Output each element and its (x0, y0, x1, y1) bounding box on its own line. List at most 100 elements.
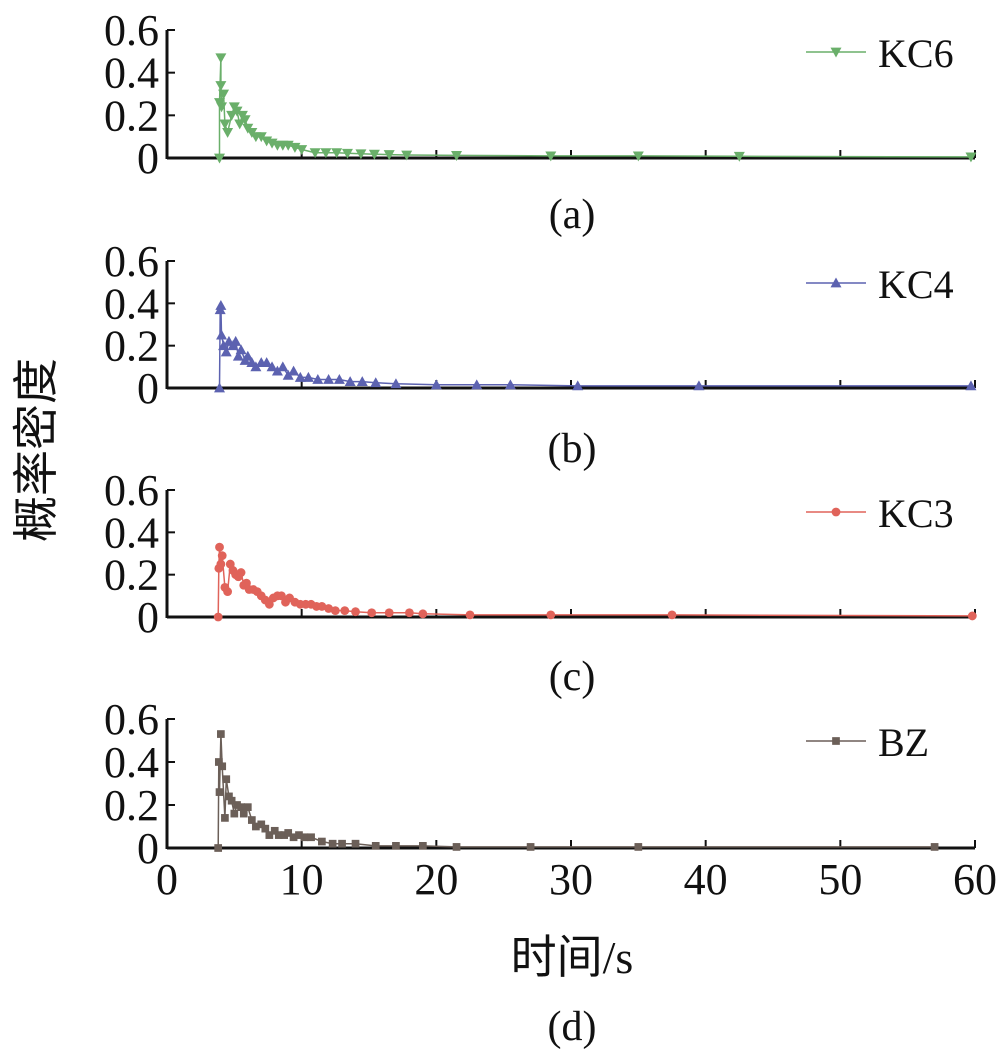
data-point (324, 604, 333, 613)
data-point (340, 606, 350, 616)
y-tick-label: 0.4 (104, 49, 159, 98)
data-point (452, 843, 461, 851)
data-point (328, 839, 337, 848)
panel-0: 00.20.40.6 KC6 (a) (104, 6, 977, 238)
data-point (215, 299, 227, 310)
data-point (219, 119, 231, 130)
data-point (226, 110, 238, 121)
legend-marker (831, 507, 841, 517)
y-tick-label: 0 (137, 824, 159, 873)
data-point (214, 382, 226, 393)
data-point (344, 376, 356, 387)
data-point (213, 612, 223, 622)
data-point (307, 833, 315, 842)
data-point (218, 89, 230, 100)
x-tick-label: 40 (684, 855, 728, 904)
data-point (418, 609, 428, 619)
data-point (255, 132, 267, 143)
y-tick-label: 0.2 (104, 781, 159, 830)
data-point (401, 150, 413, 161)
x-axis-title: 时间/s (511, 932, 634, 983)
data-point (302, 371, 314, 382)
data-point (288, 365, 300, 376)
data-point (338, 839, 346, 848)
data-point (223, 587, 233, 596)
y-tick-label: 0.6 (104, 6, 159, 55)
data-point (351, 839, 360, 848)
data-point (265, 831, 274, 839)
data-point (296, 145, 308, 155)
y-axis-title: 概率密度 (11, 358, 62, 542)
panel-2: 00.20.40.6 KC3 (c) (104, 466, 977, 700)
data-point (323, 374, 335, 384)
data-point (277, 591, 286, 601)
data-point (221, 814, 229, 822)
data-point (216, 329, 228, 340)
panel-label: (a) (549, 192, 596, 238)
legend-label: KC6 (878, 31, 954, 76)
data-point (237, 803, 245, 811)
data-point (330, 606, 340, 616)
data-point (572, 380, 584, 391)
y-tick-label: 0.6 (104, 237, 159, 286)
legend-label: BZ (878, 720, 929, 765)
data-point (318, 837, 326, 846)
legend-label: KC4 (878, 262, 954, 307)
data-point (247, 816, 256, 824)
data-point (370, 377, 382, 388)
data-point (471, 379, 483, 390)
y-tick-label: 0 (137, 364, 159, 413)
data-point (333, 374, 345, 384)
data-point (405, 608, 414, 618)
data-point (243, 803, 252, 811)
legend-marker (832, 737, 840, 745)
data-point (215, 53, 227, 64)
data-point (419, 842, 427, 850)
data-point (233, 801, 241, 809)
x-tick-label: 60 (953, 855, 997, 904)
data-point (282, 369, 294, 380)
data-point (693, 380, 705, 391)
data-point (317, 602, 327, 611)
data-point (351, 607, 360, 617)
x-tick-label: 50 (818, 855, 862, 904)
data-point (295, 831, 303, 839)
y-tick-label: 0 (137, 593, 159, 642)
data-point (356, 376, 368, 387)
data-point (235, 344, 247, 355)
data-point (270, 826, 279, 835)
data-point (218, 762, 227, 771)
y-tick-label: 0.4 (104, 279, 159, 328)
data-point (289, 833, 298, 842)
data-point (222, 128, 234, 138)
data-point (236, 568, 246, 577)
y-tick-label: 0.2 (104, 91, 159, 140)
x-tick-label: 0 (156, 855, 178, 904)
data-point (227, 796, 236, 805)
data-point (504, 379, 516, 390)
data-point (392, 842, 400, 850)
x-tick-label: 10 (280, 855, 324, 904)
data-point (271, 365, 283, 376)
data-point (384, 608, 394, 618)
data-point (284, 829, 293, 837)
data-point (225, 792, 233, 801)
panel-label: (b) (548, 426, 597, 472)
panel-label: (c) (549, 654, 596, 700)
data-point (257, 820, 266, 829)
data-point (312, 374, 324, 384)
data-point (261, 357, 273, 367)
data-point (217, 551, 227, 561)
data-point (300, 833, 309, 842)
data-point (215, 81, 227, 91)
x-tick-label: 30 (549, 855, 593, 904)
y-tick-label: 0.2 (104, 551, 159, 600)
data-point (465, 610, 475, 620)
data-point (216, 102, 228, 113)
data-point (216, 559, 226, 569)
x-tick-label: 20 (414, 855, 458, 904)
y-tick-label: 0.6 (104, 466, 159, 515)
data-point (294, 371, 306, 382)
data-point (214, 844, 223, 852)
